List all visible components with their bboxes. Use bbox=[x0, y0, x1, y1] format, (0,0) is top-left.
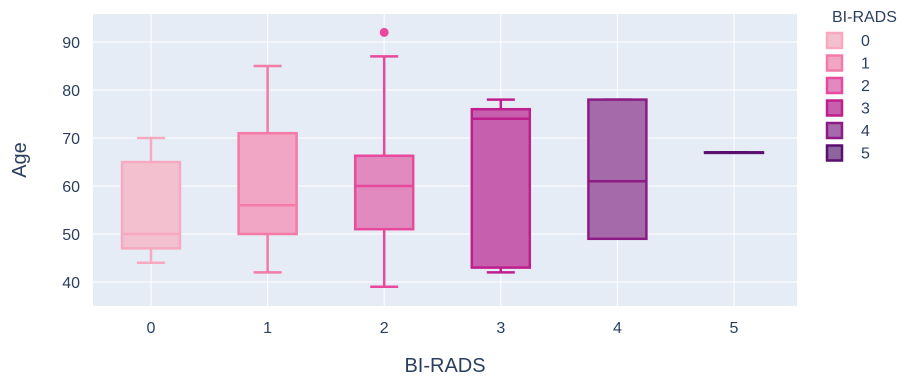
y-tick-labels: 40 50 60 70 80 90 bbox=[62, 35, 80, 292]
legend-label-5: 5 bbox=[861, 146, 870, 163]
box-iqr bbox=[353, 154, 415, 231]
plot-background bbox=[93, 14, 797, 306]
x-tick-label: 0 bbox=[147, 320, 156, 337]
y-tick-label: 80 bbox=[62, 83, 80, 100]
legend-label-1: 1 bbox=[861, 56, 870, 73]
box-5 bbox=[703, 151, 765, 155]
box-iqr bbox=[587, 98, 648, 241]
legend-label-0: 0 bbox=[861, 33, 870, 50]
legend-swatch-2 bbox=[825, 76, 844, 95]
x-tick-label: 4 bbox=[613, 320, 622, 337]
y-axis-title: Age bbox=[9, 142, 31, 178]
legend-swatch-4 bbox=[825, 121, 844, 140]
legend-swatch-5 bbox=[825, 144, 844, 162]
x-tick-label: 2 bbox=[380, 320, 389, 337]
x-tick-label: 3 bbox=[496, 320, 505, 337]
x-tick-label: 5 bbox=[730, 320, 739, 337]
legend-swatch-3 bbox=[825, 99, 844, 117]
x-tick-label: 1 bbox=[263, 320, 272, 337]
y-tick-label: 90 bbox=[62, 35, 80, 52]
box-1 bbox=[237, 64, 298, 274]
outlier-point bbox=[379, 27, 389, 37]
box-iqr bbox=[470, 107, 532, 269]
x-tick-labels: 0 1 2 3 4 5 bbox=[147, 320, 739, 337]
legend-title: BI-RADS bbox=[832, 9, 897, 26]
legend-label-4: 4 bbox=[861, 123, 870, 140]
legend: BI-RADS 0 1 2 3 4 5 bbox=[825, 9, 897, 163]
y-tick-label: 40 bbox=[62, 275, 80, 292]
legend-label-3: 3 bbox=[861, 101, 870, 118]
y-gridlines bbox=[93, 41, 797, 283]
box-0 bbox=[120, 136, 182, 265]
x-axis-title: BI-RADS bbox=[404, 355, 485, 377]
legend-swatch-1 bbox=[825, 54, 844, 72]
box-4 bbox=[587, 98, 648, 241]
y-tick-label: 50 bbox=[62, 227, 80, 244]
box-2 bbox=[353, 27, 415, 289]
box-3 bbox=[470, 98, 532, 274]
box-iqr bbox=[120, 160, 182, 250]
y-tick-label: 60 bbox=[62, 179, 80, 196]
box-iqr bbox=[237, 131, 298, 236]
boxes bbox=[120, 27, 765, 289]
legend-swatch-0 bbox=[825, 31, 844, 50]
legend-label-2: 2 bbox=[861, 78, 870, 95]
y-tick-label: 70 bbox=[62, 131, 80, 148]
